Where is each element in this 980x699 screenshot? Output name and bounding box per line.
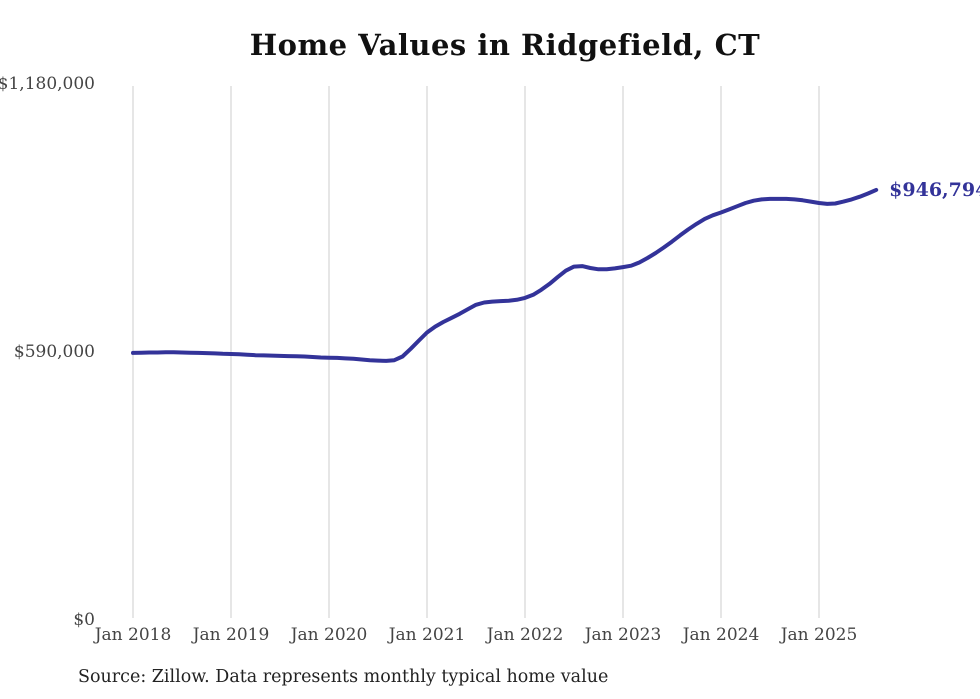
x-axis-tick-label: Jan 2023 [584,625,662,645]
y-axis-tick-label: $0 [73,610,95,630]
home-value-line [131,187,879,363]
y-axis-tick-label: $1,180,000 [0,74,95,94]
chart-title: Home Values in Ridgefield, CT [249,28,761,62]
x-axis-tick-label: Jan 2020 [290,625,368,645]
x-axis-tick-label: Jan 2024 [682,625,760,645]
x-axis-tick-label: Jan 2019 [192,625,270,645]
source-attribution: Source: Zillow. Data represents monthly … [78,667,609,687]
x-axis-tick-label: Jan 2022 [486,625,564,645]
x-axis-tick-label: Jan 2025 [780,625,858,645]
series-end-value-label: $946,794 [889,178,980,201]
y-axis-tick-label: $590,000 [13,342,95,362]
x-axis-tick-label: Jan 2018 [94,625,172,645]
x-axis-tick-label: Jan 2021 [388,625,466,645]
